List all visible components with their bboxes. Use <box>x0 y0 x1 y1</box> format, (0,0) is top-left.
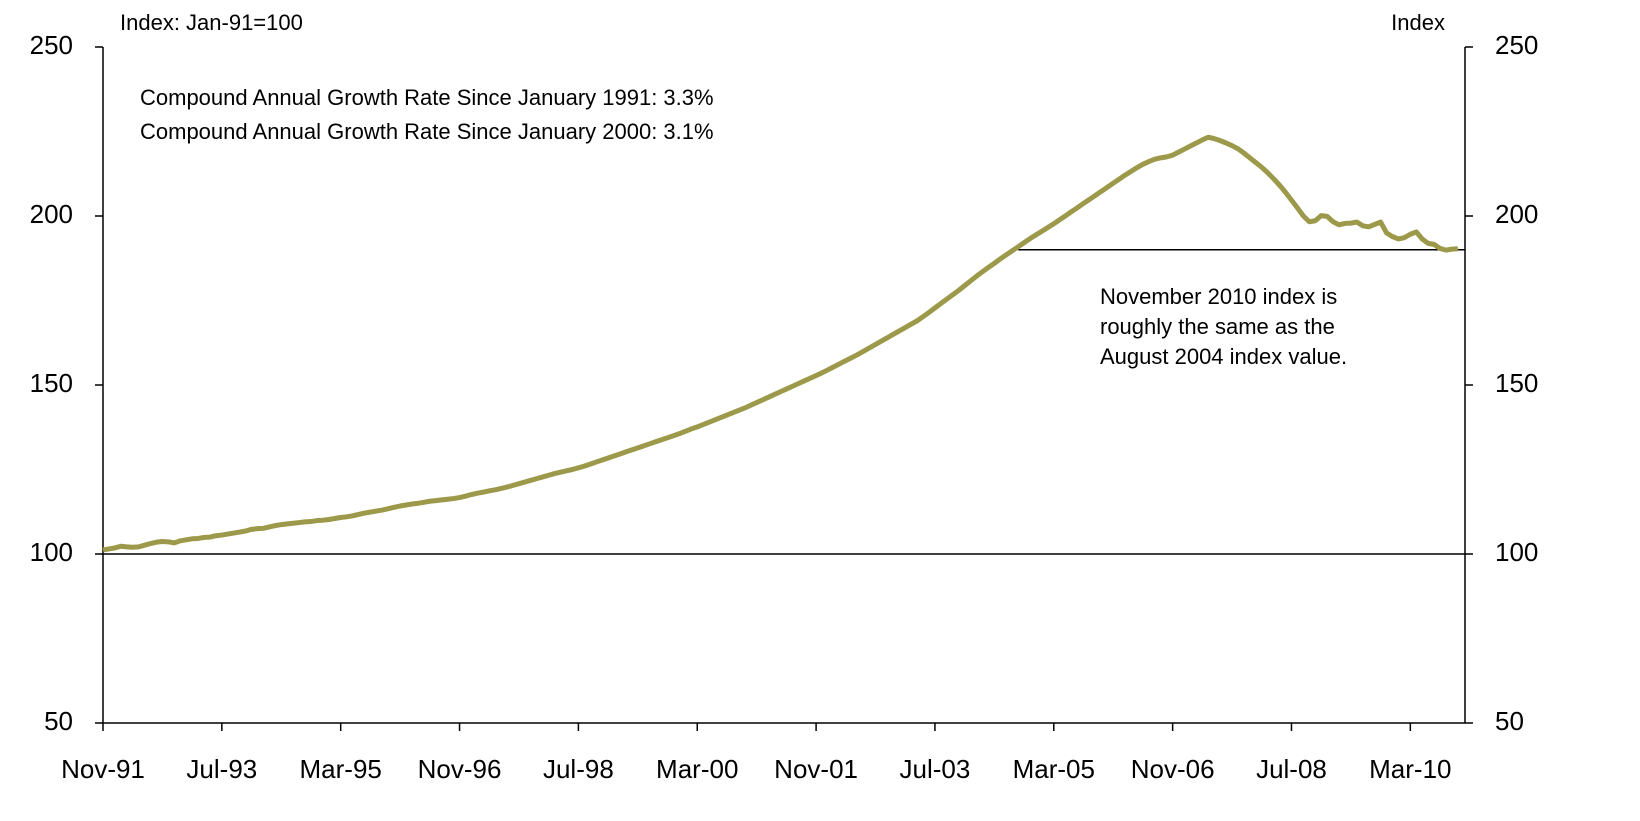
x-tick-label: Jul-98 <box>543 754 614 784</box>
y2-tick-label: 200 <box>1495 199 1538 229</box>
y-axis-label: Index: Jan-91=100 <box>120 10 303 35</box>
note-line: August 2004 index value. <box>1100 344 1347 369</box>
x-tick-label: Jul-08 <box>1256 754 1327 784</box>
y2-tick-label: 250 <box>1495 30 1538 60</box>
y-tick-label: 100 <box>30 537 73 567</box>
x-tick-label: Nov-06 <box>1131 754 1215 784</box>
x-tick-label: Mar-95 <box>300 754 382 784</box>
x-tick-label: Mar-05 <box>1013 754 1095 784</box>
x-tick-label: Nov-96 <box>418 754 502 784</box>
y2-tick-label: 100 <box>1495 537 1538 567</box>
x-tick-label: Jul-03 <box>900 754 971 784</box>
y-tick-label: 250 <box>30 30 73 60</box>
x-tick-label: Mar-10 <box>1369 754 1451 784</box>
annotation: Compound Annual Growth Rate Since Januar… <box>140 85 714 110</box>
annotation: Compound Annual Growth Rate Since Januar… <box>140 119 714 144</box>
series-line <box>102 134 1459 553</box>
x-tick-label: Jul-93 <box>186 754 257 784</box>
y2-tick-label: 50 <box>1495 706 1524 736</box>
note-line: November 2010 index is <box>1100 284 1337 309</box>
y2-axis-label: Index <box>1391 10 1445 35</box>
y2-tick-label: 150 <box>1495 368 1538 398</box>
y-tick-label: 50 <box>44 706 73 736</box>
x-tick-label: Mar-00 <box>656 754 738 784</box>
note-line: roughly the same as the <box>1100 314 1335 339</box>
y-tick-label: 150 <box>30 368 73 398</box>
x-tick-label: Nov-01 <box>774 754 858 784</box>
x-tick-label: Nov-91 <box>61 754 145 784</box>
y-tick-label: 200 <box>30 199 73 229</box>
